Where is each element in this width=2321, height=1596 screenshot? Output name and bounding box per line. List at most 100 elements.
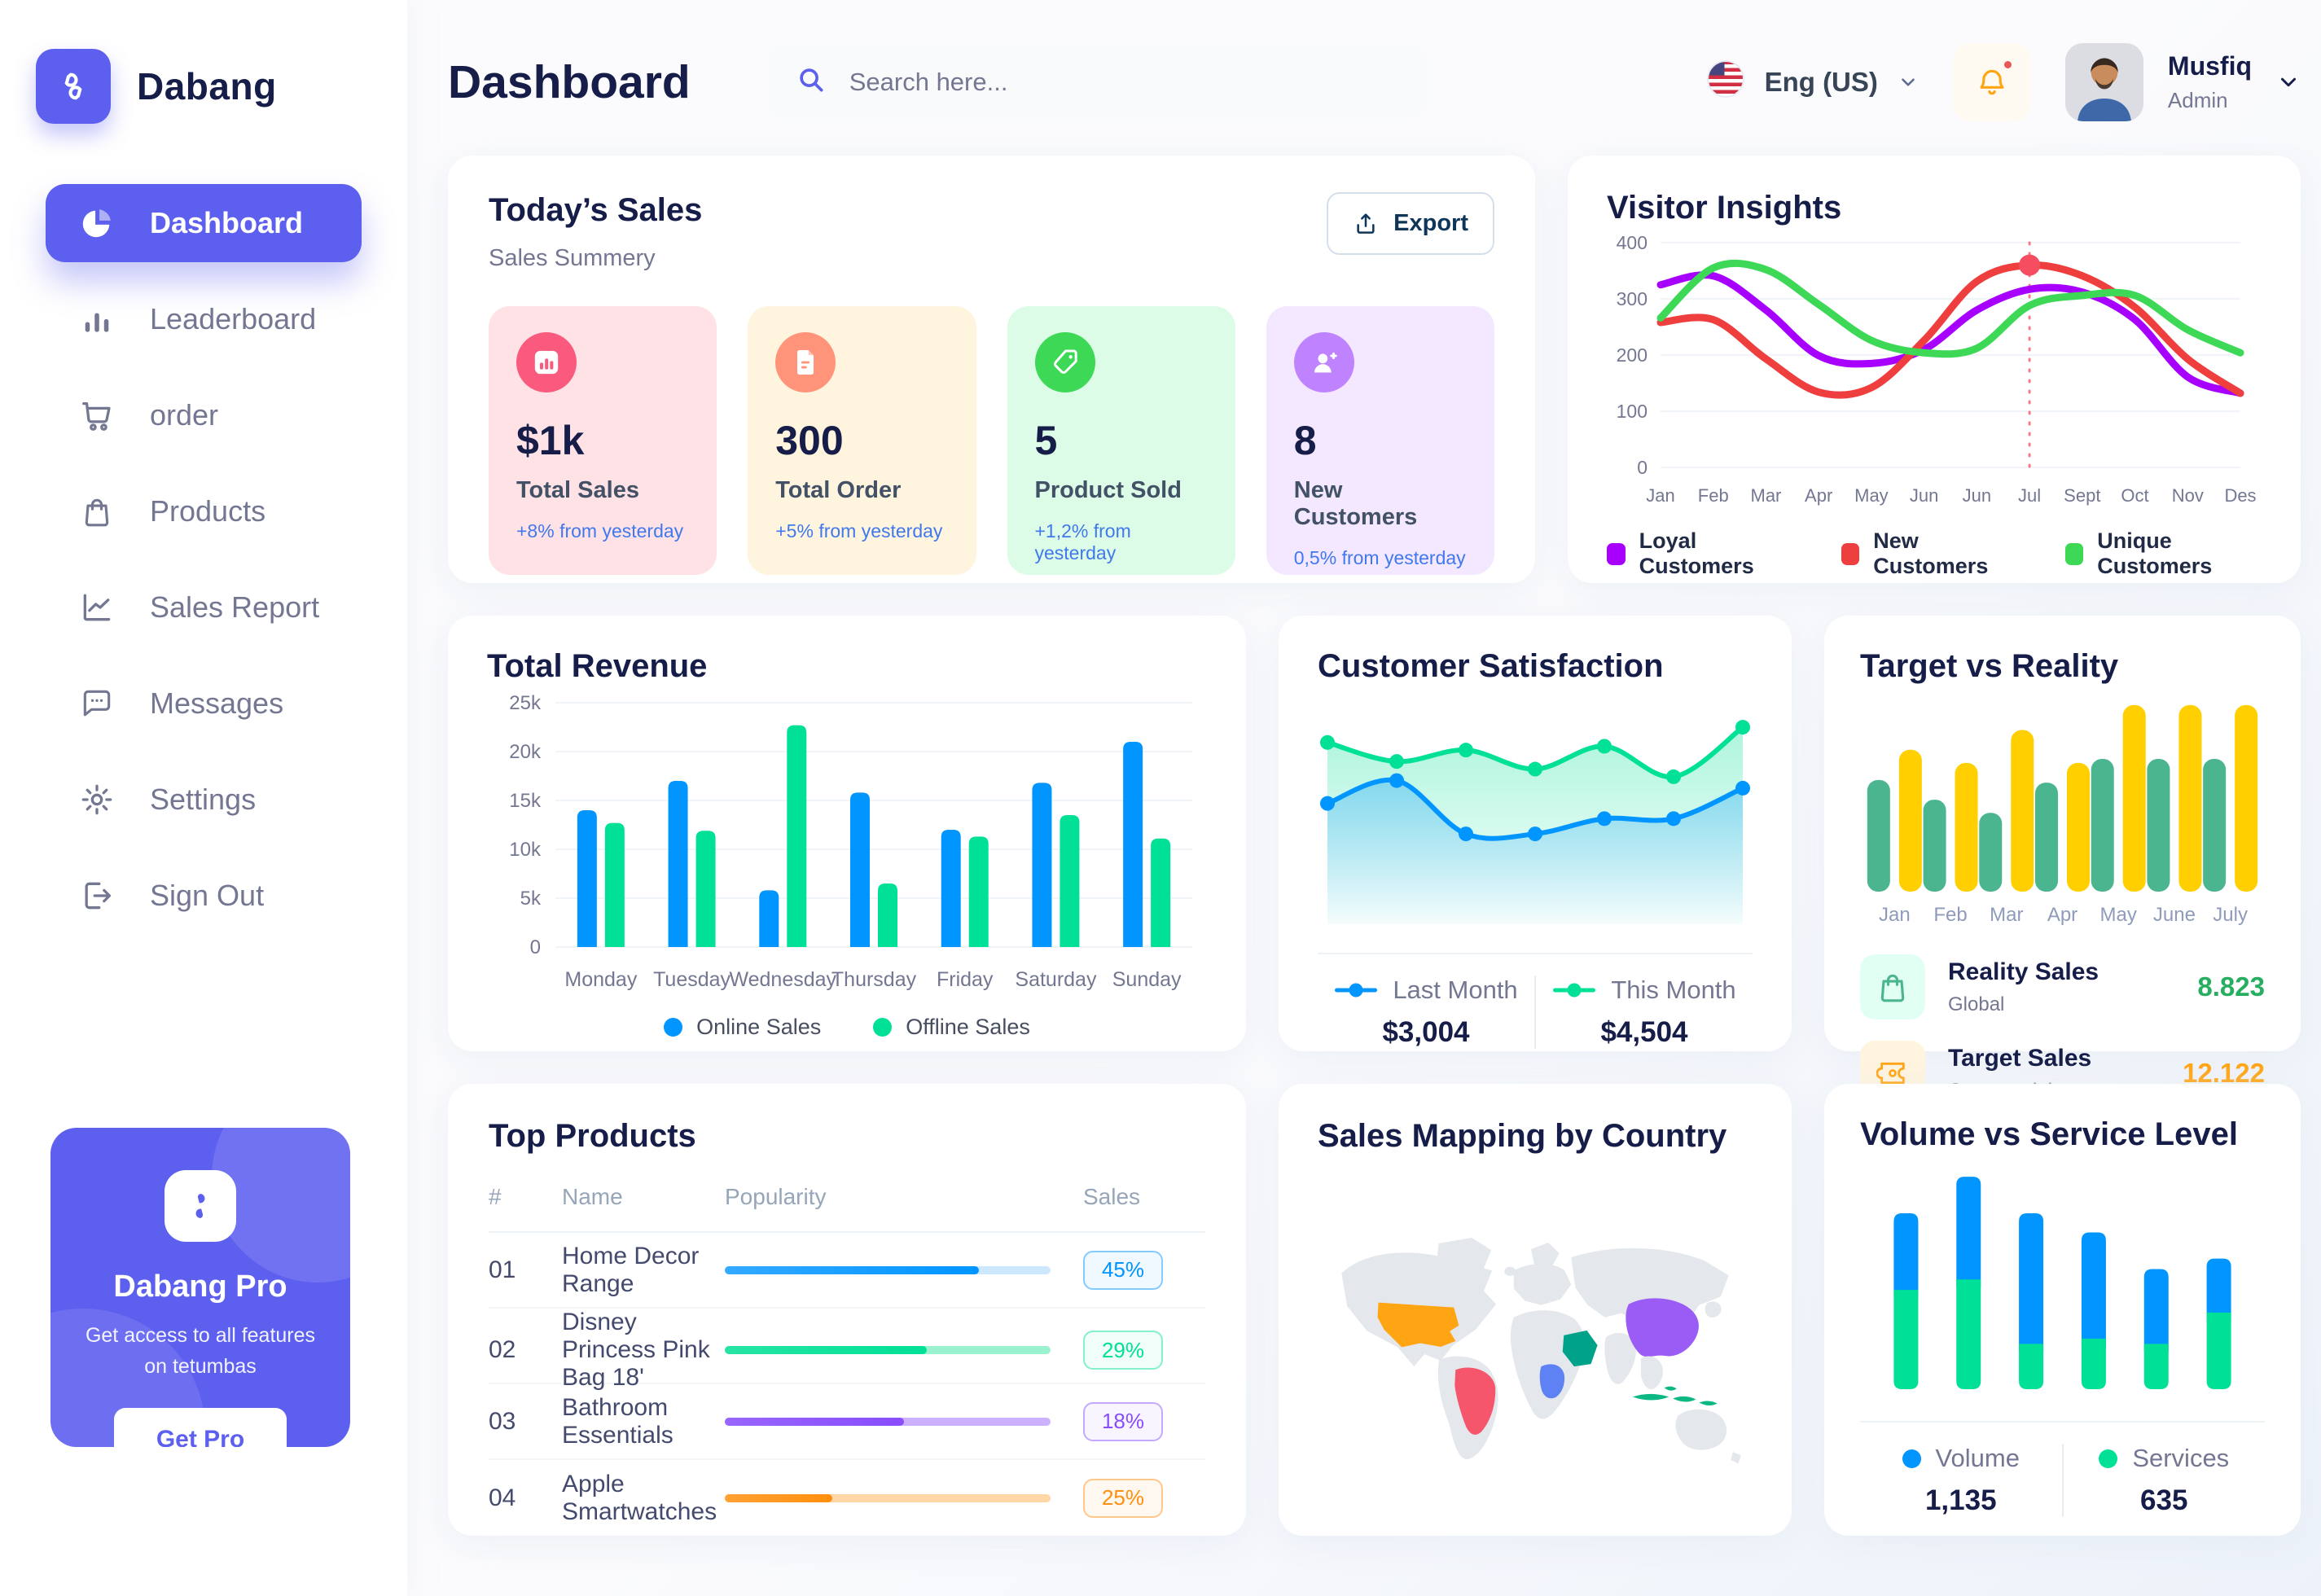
svg-text:Jul: Jul: [2018, 485, 2041, 506]
dashboard-grid: Today’s Sales Sales Summery Export $1k To…: [448, 156, 2301, 1536]
svg-text:Jun: Jun: [1963, 485, 1991, 506]
stat-card-new-customers[interactable]: 8 New Customers 0,5% from yesterday: [1266, 306, 1494, 575]
legend-label-row: Last Month: [1334, 976, 1518, 1005]
sidebar-menu: Dashboard Leaderboard order Products Sales R…: [0, 184, 407, 935]
gear-icon: [78, 781, 116, 818]
stat-card-total-order[interactable]: 300 Total Order +5% from yesterday: [748, 306, 976, 575]
svg-text:Sept: Sept: [2064, 485, 2100, 506]
line-dot-marker: [1553, 983, 1596, 998]
legend-item-offline-sales: Offline Sales: [873, 1015, 1030, 1040]
map-country-drc[interactable]: [1539, 1364, 1565, 1399]
top-products-title: Top Products: [489, 1118, 696, 1154]
map-country-brazil[interactable]: [1454, 1367, 1496, 1435]
svg-text:Feb: Feb: [1698, 485, 1729, 506]
legend-label: Unique Customers: [2097, 528, 2213, 578]
search-input[interactable]: [847, 66, 1400, 98]
legend-dot: [2099, 1449, 2118, 1468]
svg-text:Saturday: Saturday: [1015, 968, 1097, 991]
legend-services: Services 635: [2061, 1444, 2266, 1517]
map-country-usa[interactable]: [1377, 1302, 1459, 1348]
legend-label: Services: [2132, 1444, 2230, 1472]
sidebar-item-leaderboard[interactable]: Leaderboard: [46, 280, 362, 358]
sidebar-item-messages[interactable]: Messages: [46, 664, 362, 743]
row-1: Today’s Sales Sales Summery Export $1k To…: [448, 156, 2301, 583]
sidebar-item-label: Dashboard: [150, 206, 304, 239]
legend-label: New Customers: [1873, 528, 1989, 578]
stat-value: 8: [1293, 418, 1317, 463]
stat-card-product-sold[interactable]: 5 Product Sold +1,2% from yesterday: [1007, 306, 1235, 575]
line-dot-marker: [1335, 983, 1378, 998]
svg-text:Jun: Jun: [1910, 485, 1938, 506]
sidebar-item-order[interactable]: order: [46, 376, 362, 454]
map-land: [1640, 1356, 1663, 1390]
notifications-button[interactable]: [1952, 42, 2031, 121]
get-pro-button[interactable]: Get Pro: [113, 1408, 287, 1447]
svg-text:20k: 20k: [509, 741, 542, 763]
legend-value: 12.122: [2183, 1058, 2265, 1088]
cart-icon: [78, 397, 116, 434]
total-revenue-svg: 0 5k 10k 15k 20k 25k Monday TuesdayWednesdayThu…: [509, 692, 1192, 991]
sidebar-item-sign-out[interactable]: Sign Out: [46, 857, 362, 935]
legend-volume: Volume 1,135: [1860, 1444, 2062, 1517]
legend-this-month: This Month $4,504: [1534, 976, 1753, 1049]
product-name: Disney Princess Pink Bag 18': [562, 1309, 710, 1391]
top-products-header: # Name Popularity Sales: [489, 1155, 1205, 1233]
table-row: 03 Bathroom Essentials 18%: [489, 1384, 1205, 1460]
stat-cards: $1k Total Sales +8% from yesterday 300 Total…: [489, 306, 1494, 575]
svg-text:5k: 5k: [520, 888, 542, 910]
sidebar-item-sales-report[interactable]: Sales Report: [46, 568, 362, 647]
user-role: Admin: [2167, 87, 2228, 112]
map-country-indonesia[interactable]: [1664, 1386, 1677, 1391]
svg-text:Thursday: Thursday: [831, 968, 917, 991]
product-rank: 04: [489, 1484, 516, 1511]
user-menu[interactable]: Musfiq Admin: [2064, 42, 2301, 121]
export-button[interactable]: Export: [1327, 192, 1494, 255]
chevron-down-icon: [1902, 77, 1915, 86]
sales-badge: 45%: [1083, 1250, 1163, 1290]
top-products-rows: 01 Home Decor Range 45% 02 Disney Princess P…: [489, 1233, 1205, 1536]
us-flag-icon: [1706, 59, 1745, 105]
map-country-indonesia[interactable]: [1632, 1393, 1669, 1401]
sidebar-item-settings[interactable]: Settings: [46, 761, 362, 839]
svg-text:Friday: Friday: [937, 968, 994, 991]
sidebar: Dabang Dashboard Leaderboard order Products…: [0, 0, 407, 1596]
map-country-china[interactable]: [1626, 1298, 1699, 1357]
map-land: [1513, 1263, 1572, 1305]
table-row: 01 Home Decor Range 45%: [489, 1233, 1205, 1309]
legend-label: Volume: [1935, 1444, 2020, 1472]
sidebar-item-label: Leaderboard: [150, 302, 317, 335]
svg-text:400: 400: [1617, 232, 1648, 253]
map-country-indonesia[interactable]: [1699, 1401, 1718, 1406]
sidebar-item-dashboard[interactable]: Dashboard: [46, 184, 362, 262]
header-right: Eng (US): [1706, 42, 2301, 121]
legend-label: Target Sales: [1948, 1044, 2092, 1072]
brand-logo-icon: [36, 49, 111, 124]
pie-chart-icon: [78, 204, 116, 242]
sales-badge: 29%: [1083, 1331, 1163, 1370]
product-rank: 01: [489, 1256, 516, 1283]
row-3: Top Products # Name Popularity Sales 01 H…: [448, 1084, 2301, 1536]
user-name: Musfiq: [2167, 50, 2252, 81]
map-land: [1571, 1247, 1729, 1326]
search-bar[interactable]: [767, 42, 1428, 121]
popularity-fill: [725, 1417, 904, 1426]
target-vs-reality-card: Target vs Reality Jan Feb Mar Apr May June Jul…: [1824, 616, 2301, 1106]
language-selector[interactable]: Eng (US): [1706, 59, 1919, 105]
svg-text:100: 100: [1617, 401, 1648, 422]
svg-text:15k: 15k: [509, 790, 542, 812]
legend-value: $3,004: [1382, 1016, 1470, 1048]
map-country-saudi[interactable]: [1562, 1330, 1598, 1367]
bar-chart-icon: [78, 300, 116, 338]
export-icon: [1357, 213, 1375, 234]
stat-card-total-sales[interactable]: $1k Total Sales +8% from yesterday: [489, 306, 717, 575]
legend-swatch: [1841, 542, 1860, 565]
visitor-insights-svg: 0 100 200 300 400 Jan Feb Mar Apr May Jun Jun Jul Sep…: [1617, 232, 2257, 506]
map-country-indonesia[interactable]: [1673, 1396, 1696, 1402]
total-revenue-title: Total Revenue: [487, 648, 708, 684]
legend-item-online-sales: Online Sales: [664, 1015, 821, 1040]
popularity-fill: [725, 1493, 832, 1502]
sidebar-item-products[interactable]: Products: [46, 472, 362, 550]
svg-text:0: 0: [1637, 457, 1648, 478]
legend-dot: [664, 1018, 683, 1037]
